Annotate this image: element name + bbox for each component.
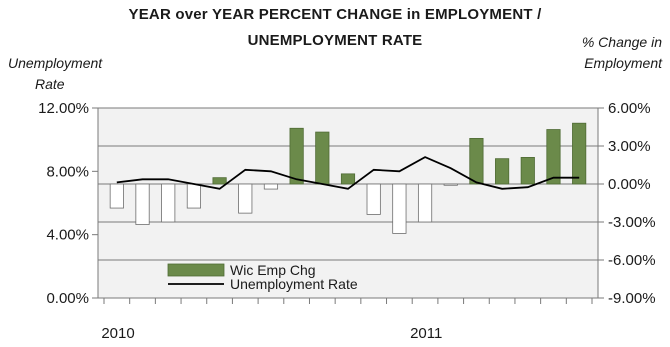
bar-wic-emp-chg [546, 129, 561, 185]
x-tick-label: 2011 [410, 325, 442, 342]
right-tick-label: -3.00% [608, 214, 656, 231]
chart-title-line2: UNEMPLOYMENT RATE [247, 32, 423, 49]
bar-wic-emp-chg [238, 183, 253, 214]
line-unemployment-rate [116, 156, 580, 190]
legend-label-line: Unemployment Rate [230, 276, 358, 292]
legend-swatch-bar [167, 263, 225, 277]
bar-wic-emp-chg [135, 183, 150, 225]
right-axis-title-line1: % Change in [581, 34, 662, 50]
bar-wic-emp-chg [212, 177, 227, 185]
bar-wic-emp-chg [289, 127, 304, 185]
right-tick-label: 6.00% [608, 100, 651, 117]
left-tick-label: 0.00% [46, 290, 89, 307]
right-axis-title-line2: Employment [584, 55, 662, 71]
bar-wic-emp-chg [366, 183, 381, 215]
bar-wic-emp-chg [572, 122, 587, 185]
bar-wic-emp-chg [495, 158, 510, 185]
left-tick-label: 4.00% [46, 227, 89, 244]
right-tick-label: 3.00% [608, 138, 651, 155]
bar-wic-emp-chg [469, 137, 484, 185]
left-axis-title-line2: Rate [35, 76, 65, 92]
left-axis-title: Unemployment Rate [8, 53, 138, 95]
bar-wic-emp-chg [443, 183, 458, 186]
bar-wic-emp-chg [315, 131, 330, 185]
right-tick-label: 0.00% [608, 176, 651, 193]
chart-title-line1: YEAR over YEAR PERCENT CHANGE in EMPLOYM… [128, 6, 542, 23]
left-axis-title-line1: Unemployment [8, 55, 103, 71]
bar-wic-emp-chg [392, 183, 407, 234]
bar-wic-emp-chg [520, 156, 535, 185]
left-tick-label: 8.00% [46, 163, 89, 180]
bar-wic-emp-chg [263, 183, 279, 190]
left-tick-label: 12.00% [38, 100, 89, 117]
x-tick-label: 2010 [101, 325, 134, 342]
right-tick-label: -9.00% [608, 290, 656, 307]
bar-wic-emp-chg [161, 183, 176, 223]
bar-wic-emp-chg [186, 183, 201, 209]
right-tick-label: -6.00% [608, 252, 656, 269]
bar-wic-emp-chg [340, 173, 356, 185]
bar-wic-emp-chg [417, 183, 433, 223]
bar-wic-emp-chg [109, 183, 124, 209]
right-axis-title: % Change in Employment [520, 32, 662, 74]
legend-label-bar: Wic Emp Chg [230, 262, 316, 278]
